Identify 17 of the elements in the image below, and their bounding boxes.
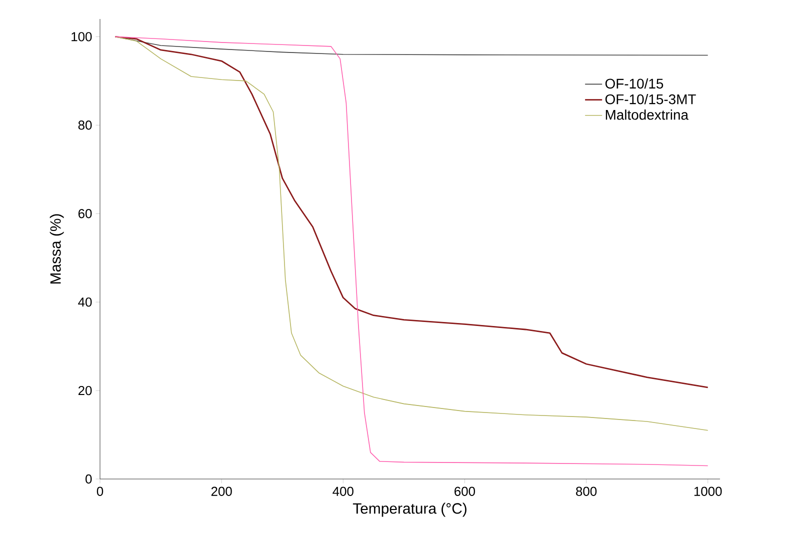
legend-label: Maltodextrina: [606, 110, 688, 120]
y-tick-label: 20: [78, 386, 92, 396]
legend-label: OF-10/15: [605, 78, 664, 89]
legend-label: OF-10/15-3MT: [605, 94, 696, 104]
x-tick-label: 400: [332, 486, 354, 496]
y-axis-title: Massa (%): [50, 214, 64, 284]
y-tick-label: 40: [78, 297, 92, 307]
x-tick-label: 200: [211, 486, 232, 496]
y-tick-label: 100: [72, 32, 92, 42]
y-tick-label: 80: [78, 120, 92, 130]
y-tick-label: 60: [78, 209, 92, 218]
y-tick-label: 0: [86, 474, 92, 484]
x-axis-title: Temperatura (°C): [352, 502, 466, 517]
x-tick-label: 800: [576, 486, 597, 496]
x-tick-label: 600: [454, 486, 476, 496]
x-tick-label: 1000: [694, 486, 722, 496]
x-tick-label: 0: [96, 486, 104, 496]
